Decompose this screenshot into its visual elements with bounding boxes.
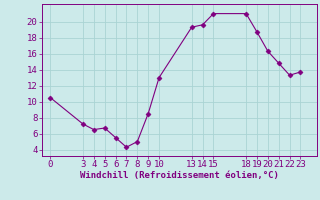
X-axis label: Windchill (Refroidissement éolien,°C): Windchill (Refroidissement éolien,°C) bbox=[80, 171, 279, 180]
